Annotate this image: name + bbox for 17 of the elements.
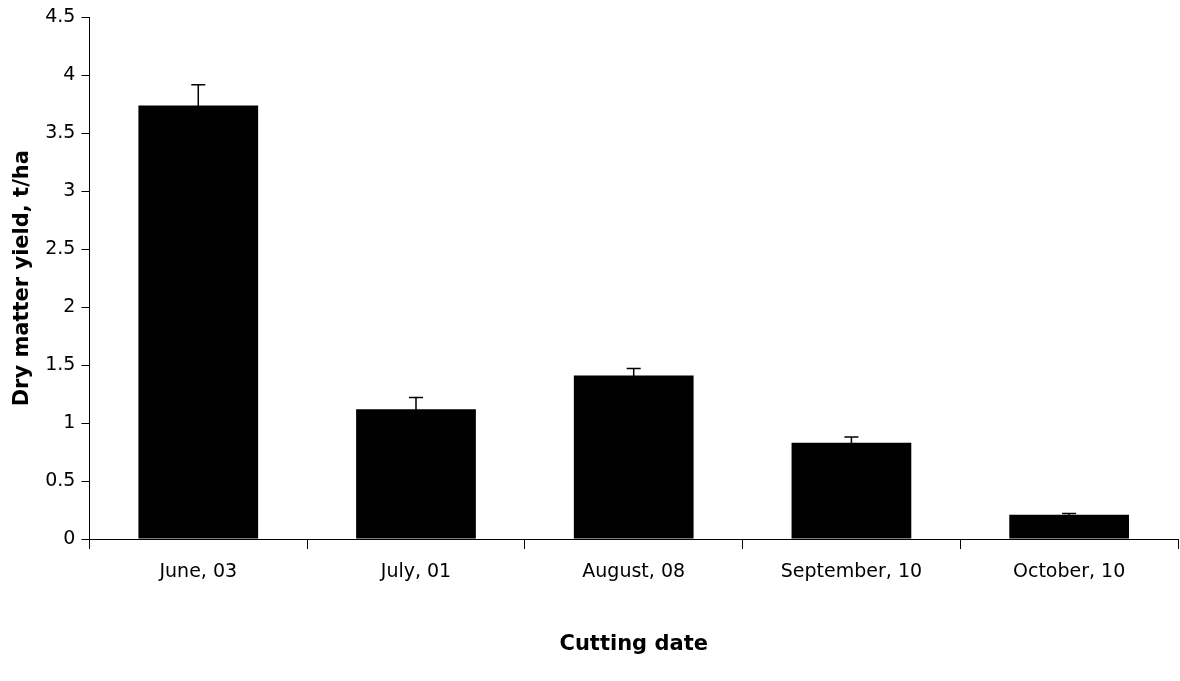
- y-tick-label: 0: [63, 525, 76, 548]
- y-tick-label: 2.5: [45, 236, 76, 259]
- y-tick-label: 4.5: [45, 4, 76, 27]
- x-axis-title: Cutting date: [559, 630, 708, 655]
- x-tick-label: July, 01: [379, 559, 452, 582]
- x-tick-label: October, 10: [1012, 559, 1126, 582]
- x-tick-label: June, 03: [158, 559, 238, 582]
- y-tick-label: 1: [63, 410, 76, 433]
- y-tick-label: 0.5: [45, 467, 76, 490]
- y-tick-label: 2: [63, 294, 76, 317]
- x-tick-label: September, 10: [780, 559, 923, 582]
- x-tick-label: August, 08: [582, 559, 686, 582]
- y-axis-title: Dry matter yield, t/ha: [9, 150, 34, 407]
- y-tick-label: 1.5: [45, 352, 76, 375]
- y-tick-label: 4: [63, 62, 76, 85]
- y-tick-label: 3.5: [45, 120, 76, 143]
- y-tick-label: 3: [63, 178, 76, 201]
